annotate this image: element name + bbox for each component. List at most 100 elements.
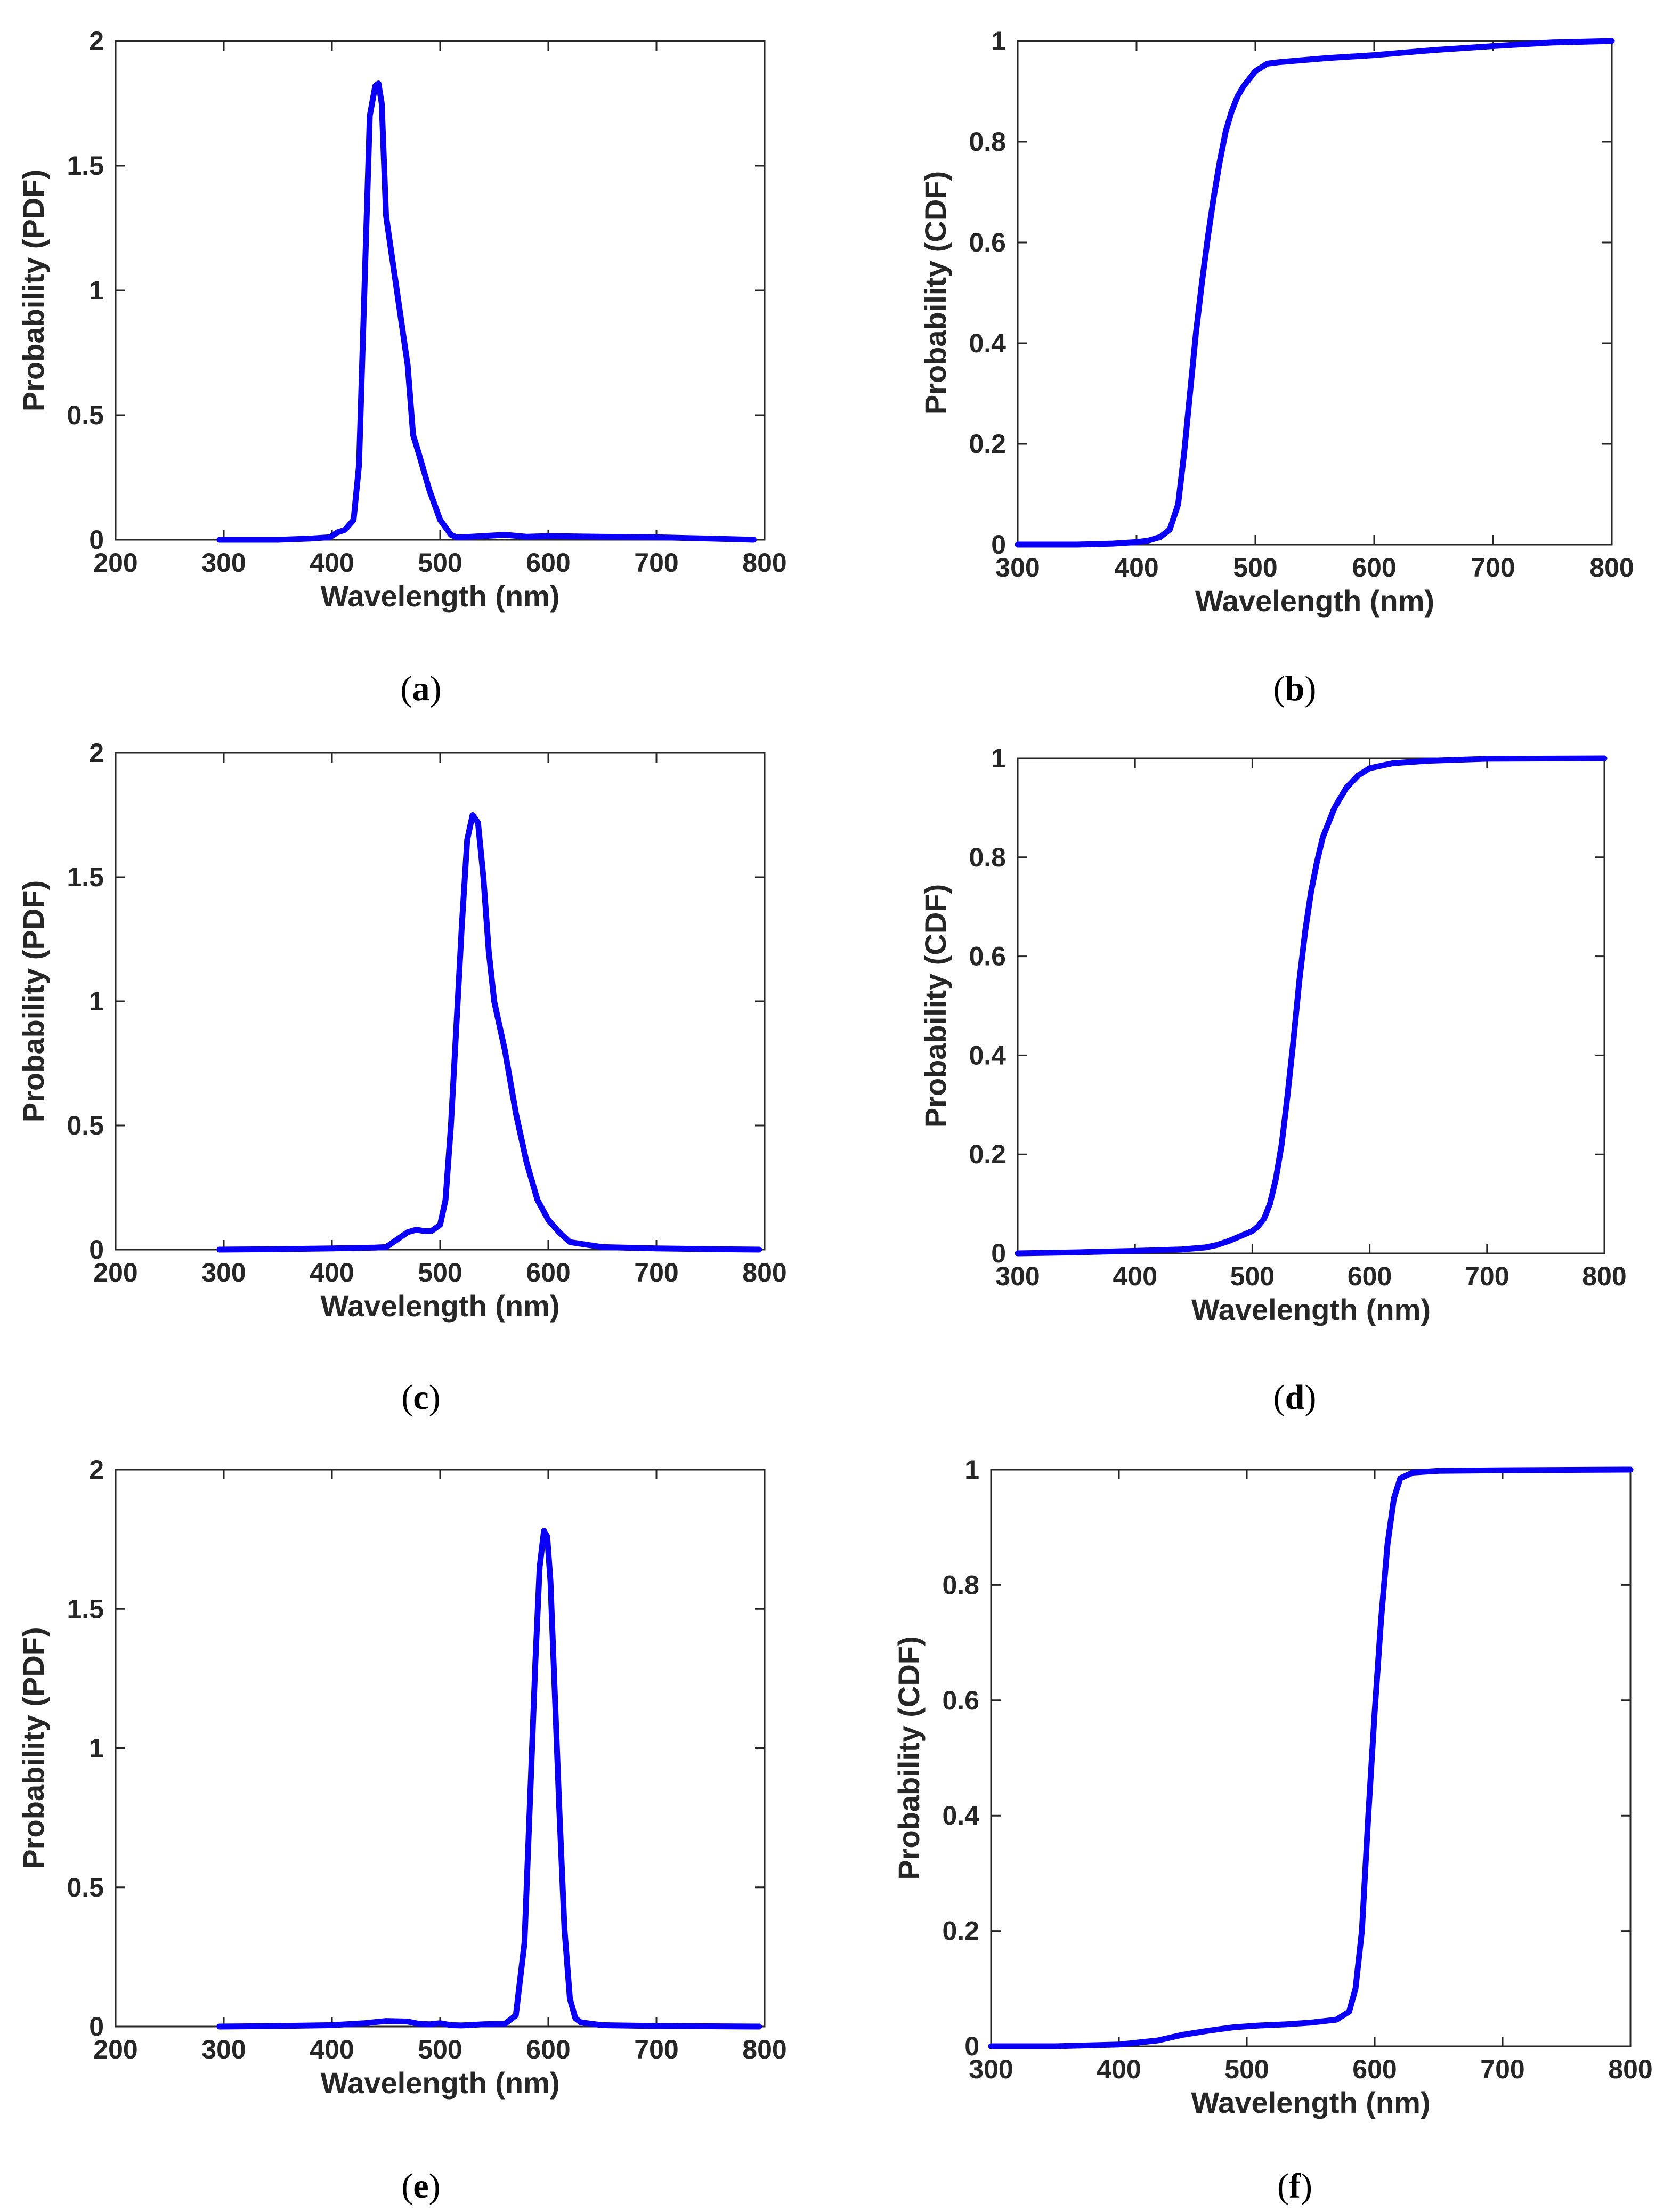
y-tick-label: 0.4	[942, 1801, 979, 1830]
caption-a: (a)	[400, 669, 442, 708]
x-axis-label: Wavelength (nm)	[1191, 1293, 1431, 1326]
y-tick-label: 0	[964, 2031, 979, 2061]
x-tick-label: 300	[201, 1258, 246, 1287]
y-tick-label: 1	[991, 26, 1006, 56]
x-tick-label: 400	[1114, 553, 1158, 582]
x-tick-label: 700	[1480, 2054, 1524, 2084]
x-tick-label: 400	[310, 548, 354, 578]
y-tick-label: 2	[89, 738, 104, 768]
y-tick-label: 0.8	[942, 1570, 979, 1600]
x-tick-label: 800	[1589, 553, 1634, 582]
x-axis-label: Wavelength (nm)	[320, 1289, 559, 1323]
x-tick-label: 300	[969, 2054, 1013, 2084]
x-tick-label: 600	[1352, 553, 1396, 582]
plot-area-frame	[990, 1469, 1632, 2047]
caption-d: (d)	[1273, 1378, 1317, 1417]
y-axis-label: Probability (CDF)	[919, 884, 952, 1128]
plot-area-frame	[115, 40, 766, 541]
x-axis-label: Wavelength (nm)	[320, 2066, 559, 2100]
x-tick-label: 500	[1230, 1261, 1275, 1291]
y-tick-label: 2	[89, 26, 104, 56]
y-tick-label: 0.8	[969, 127, 1006, 157]
x-tick-label: 400	[1097, 2054, 1141, 2084]
y-tick-label: 0	[991, 1238, 1006, 1268]
x-tick-label: 700	[1465, 1261, 1509, 1291]
x-tick-label: 800	[742, 2035, 786, 2064]
chart-panel-b: 300 400 500 600 700 800 0 0.2 0.4 0.6 0.8 1 Waveleng…	[919, 26, 1634, 618]
x-tick-label: 200	[93, 548, 137, 578]
series-line-pdf	[216, 1528, 762, 2030]
y-tick-label: 1	[964, 1455, 979, 1485]
y-tick-label: 2	[89, 1455, 104, 1485]
x-tick-label: 700	[634, 2035, 678, 2064]
y-tick-label: 0.2	[969, 429, 1006, 459]
y-tick-label: 1	[89, 1733, 104, 1763]
x-tick-label: 200	[93, 1258, 137, 1287]
y-tick-label: 0.4	[969, 1040, 1006, 1070]
series-line-pdf	[216, 812, 762, 1253]
y-tick-label: 1.5	[67, 862, 104, 892]
x-tick-label: 500	[418, 1258, 462, 1287]
chart-panel-d: 300 400 500 600 700 800 0 0.2 0.4 0.6 0.8 1 Waveleng…	[919, 743, 1627, 1326]
x-tick-label: 500	[1233, 553, 1277, 582]
caption-f: (f)	[1277, 2167, 1312, 2206]
x-tick-label: 600	[1348, 1261, 1392, 1291]
y-axis-label: Probability (CDF)	[919, 171, 952, 415]
x-tick-label: 800	[1582, 1261, 1626, 1291]
x-tick-label: 600	[1352, 2054, 1397, 2084]
series-line-pdf	[216, 80, 757, 543]
x-tick-label: 300	[201, 2035, 246, 2064]
x-tick-label: 800	[742, 548, 786, 578]
y-axis-label: Probability (PDF)	[17, 880, 50, 1122]
x-tick-label: 700	[634, 1258, 678, 1287]
series-line-cdf	[1015, 755, 1608, 1257]
x-tick-label: 600	[526, 548, 570, 578]
y-tick-label: 0.5	[67, 1873, 104, 1902]
series-line-cdf	[988, 1466, 1634, 2049]
y-tick-label: 0.5	[67, 400, 104, 430]
caption-b: (b)	[1273, 669, 1317, 708]
y-tick-label: 0.8	[969, 842, 1006, 872]
x-tick-label: 400	[1113, 1261, 1157, 1291]
y-tick-label: 0.4	[969, 328, 1006, 358]
y-tick-label: 0	[89, 2012, 104, 2041]
y-tick-label: 1.5	[67, 1594, 104, 1624]
y-tick-label: 0	[89, 525, 104, 555]
plot-area-frame	[1017, 757, 1605, 1254]
chart-panel-c: 200 300 400 500 600 700 800 0 0.5 1 1.5 2 Wavelength…	[17, 738, 787, 1323]
y-tick-label: 0	[991, 530, 1006, 560]
y-tick-label: 0.5	[67, 1111, 104, 1140]
x-tick-label: 500	[1224, 2054, 1269, 2084]
x-tick-label: 500	[418, 2035, 462, 2064]
x-tick-label: 700	[634, 548, 678, 578]
chart-panel-a: 200 300 400 500 600 700 800 0 0.5 1 1.5 2 Wavelength…	[17, 26, 787, 613]
caption-c: (c)	[401, 1378, 441, 1417]
x-tick-label: 200	[93, 2035, 137, 2064]
y-tick-label: 0	[89, 1235, 104, 1265]
x-tick-label: 600	[526, 2035, 570, 2064]
x-tick-label: 800	[1608, 2054, 1652, 2084]
chart-panel-f: 300 400 500 600 700 800 0 0.2 0.4 0.6 0.8 1 Waveleng…	[892, 1455, 1653, 2119]
plot-area-frame	[115, 1469, 766, 2028]
y-tick-label: 1.5	[67, 151, 104, 181]
y-tick-label: 0.2	[969, 1139, 1006, 1169]
chart-panel-e: 200 300 400 500 600 700 800 0 0.5 1 1.5 2 Wavelength…	[17, 1455, 787, 2100]
x-tick-label: 400	[310, 1258, 354, 1287]
y-tick-label: 1	[89, 986, 104, 1016]
y-tick-label: 0.6	[969, 942, 1006, 971]
x-axis-label: Wavelength (nm)	[1195, 584, 1434, 618]
x-tick-label: 300	[201, 548, 246, 578]
plot-area-frame	[1017, 40, 1613, 546]
x-tick-label: 500	[418, 548, 462, 578]
series-line-cdf	[1015, 38, 1615, 548]
x-axis-label: Wavelength (nm)	[1191, 2086, 1430, 2119]
y-tick-label: 0.2	[942, 1916, 979, 1946]
y-axis-label: Probability (PDF)	[17, 1627, 50, 1869]
x-tick-label: 600	[526, 1258, 570, 1287]
x-axis-label: Wavelength (nm)	[320, 579, 559, 613]
x-tick-label: 800	[742, 1258, 786, 1287]
x-tick-label: 300	[995, 553, 1040, 582]
x-tick-label: 700	[1471, 553, 1515, 582]
